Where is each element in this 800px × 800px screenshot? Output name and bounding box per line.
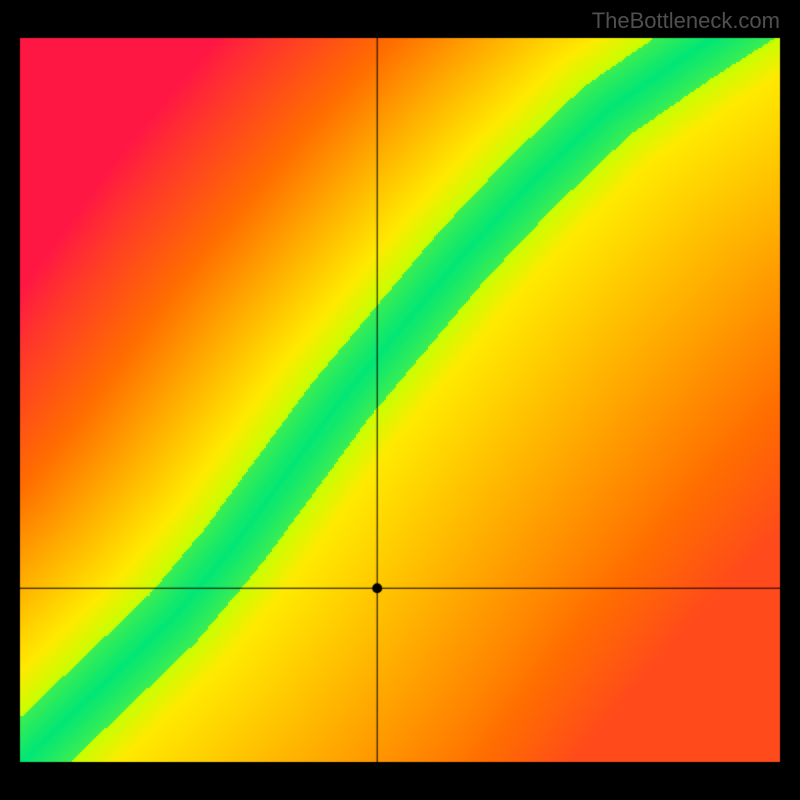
heatmap-canvas bbox=[0, 0, 800, 800]
chart-container: TheBottleneck.com bbox=[0, 0, 800, 800]
watermark-text: TheBottleneck.com bbox=[592, 8, 780, 34]
